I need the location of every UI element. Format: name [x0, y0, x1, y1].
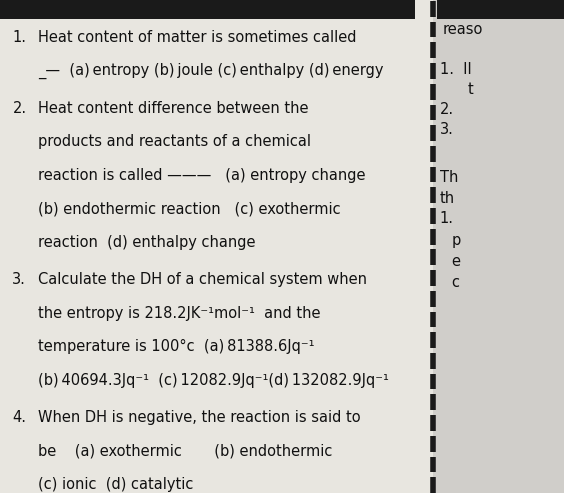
- Text: th: th: [440, 191, 455, 206]
- Text: Th: Th: [440, 170, 459, 185]
- Text: 1.  II: 1. II: [440, 62, 472, 76]
- Text: (b) 40694.3Jq⁻¹  (c) 12082.9Jq⁻¹(d) 132082.9Jq⁻¹: (b) 40694.3Jq⁻¹ (c) 12082.9Jq⁻¹(d) 13208…: [38, 373, 389, 388]
- Text: _—  (a) entropy (b) joule (c) enthalpy (d) energy: _— (a) entropy (b) joule (c) enthalpy (d…: [38, 63, 384, 79]
- FancyBboxPatch shape: [0, 0, 415, 19]
- FancyBboxPatch shape: [0, 0, 433, 493]
- Text: Heat content of matter is sometimes called: Heat content of matter is sometimes call…: [38, 30, 357, 44]
- Text: be    (a) exothermic       (b) endothermic: be (a) exothermic (b) endothermic: [38, 444, 333, 459]
- Text: 2.: 2.: [440, 102, 454, 117]
- Text: reaction is called ———   (a) entropy change: reaction is called ——— (a) entropy chang…: [38, 168, 366, 183]
- Text: (c) ionic  (d) catalytic: (c) ionic (d) catalytic: [38, 477, 193, 493]
- Text: the entropy is 218.2JK⁻¹mol⁻¹  and the: the entropy is 218.2JK⁻¹mol⁻¹ and the: [38, 306, 321, 321]
- Text: e: e: [451, 254, 460, 269]
- Text: reaction  (d) enthalpy change: reaction (d) enthalpy change: [38, 235, 256, 250]
- Text: t: t: [468, 82, 474, 97]
- Text: 1.: 1.: [440, 211, 454, 226]
- Text: 2.: 2.: [12, 101, 27, 116]
- Text: 4.: 4.: [12, 410, 27, 425]
- Text: 1.: 1.: [12, 30, 27, 44]
- Text: reaso: reaso: [443, 22, 483, 37]
- Text: Calculate the DH of a chemical system when: Calculate the DH of a chemical system wh…: [38, 272, 367, 287]
- Text: When DH is negative, the reaction is said to: When DH is negative, the reaction is sai…: [38, 410, 361, 425]
- Text: 3.: 3.: [12, 272, 27, 287]
- Text: Heat content difference between the: Heat content difference between the: [38, 101, 309, 116]
- Text: 3.: 3.: [440, 122, 454, 137]
- Text: products and reactants of a chemical: products and reactants of a chemical: [38, 134, 311, 149]
- Text: (b) endothermic reaction   (c) exothermic: (b) endothermic reaction (c) exothermic: [38, 201, 341, 216]
- Text: p: p: [451, 233, 460, 248]
- Text: temperature is 100°c  (a) 81388.6Jq⁻¹: temperature is 100°c (a) 81388.6Jq⁻¹: [38, 339, 315, 354]
- FancyBboxPatch shape: [437, 0, 564, 19]
- Text: c: c: [451, 275, 459, 289]
